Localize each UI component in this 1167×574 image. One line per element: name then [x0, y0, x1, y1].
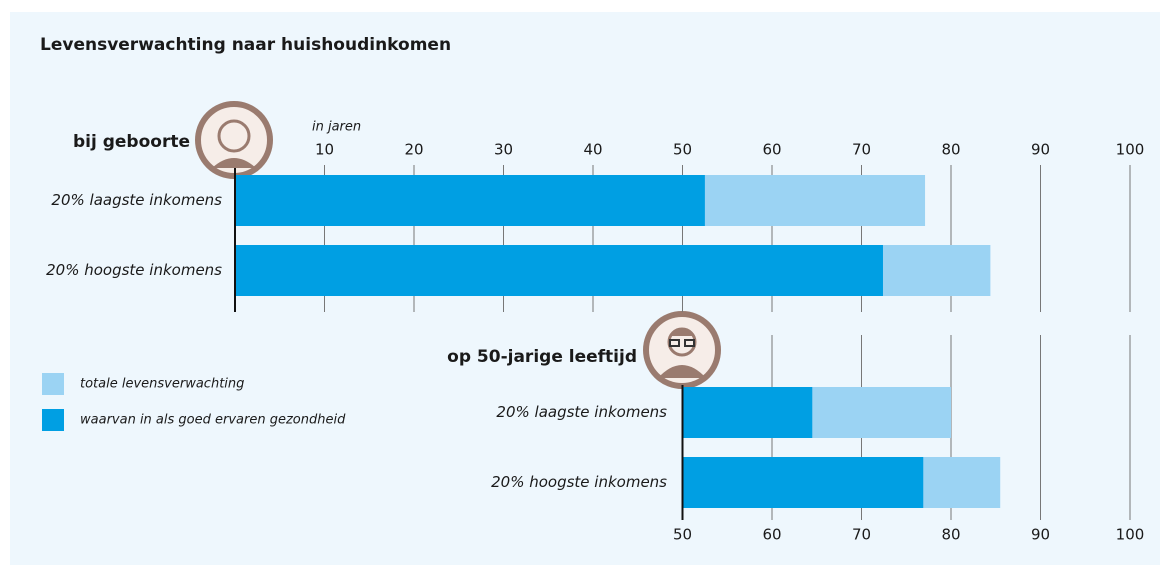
x-tick-label: 100 — [1116, 141, 1145, 159]
category-label: 20% hoogste inkomens — [46, 261, 222, 279]
x-tick-label: 60 — [762, 141, 781, 159]
category-label: 20% laagste inkomens — [51, 191, 222, 209]
chart-title: Levensverwachting naar huishoudinkomen — [40, 35, 451, 55]
panel-title: bij geboorte — [73, 132, 190, 152]
bar — [235, 245, 883, 296]
category-label: 20% hoogste inkomens — [491, 473, 667, 491]
x-tick-label: 70 — [852, 526, 871, 544]
x-tick-label: 80 — [941, 141, 960, 159]
axis-label: in jaren — [312, 120, 361, 135]
bar — [682, 457, 924, 508]
legend-label: waarvan in als goed ervaren gezondheid — [80, 413, 346, 428]
x-tick-label: 30 — [494, 141, 513, 159]
x-tick-label: 90 — [1031, 526, 1050, 544]
bar — [235, 175, 705, 226]
legend-label: totale levensverwachting — [80, 377, 244, 392]
panel-title: op 50-jarige leeftijd — [447, 347, 637, 367]
x-tick-label: 10 — [315, 141, 334, 159]
x-tick-label: 100 — [1116, 526, 1145, 544]
baby-icon — [195, 101, 273, 179]
x-tick-label: 90 — [1031, 141, 1050, 159]
category-label: 20% laagste inkomens — [496, 403, 667, 421]
x-tick-label: 60 — [762, 526, 781, 544]
legend-swatch — [42, 409, 64, 431]
x-tick-label: 70 — [852, 141, 871, 159]
x-tick-label: 20 — [404, 141, 423, 159]
adult-icon — [643, 311, 721, 389]
bar — [682, 387, 813, 438]
legend-swatch — [42, 373, 64, 395]
x-tick-label: 50 — [673, 141, 692, 159]
x-tick-label: 80 — [941, 526, 960, 544]
x-tick-label: 40 — [583, 141, 602, 159]
x-tick-label: 50 — [673, 526, 692, 544]
